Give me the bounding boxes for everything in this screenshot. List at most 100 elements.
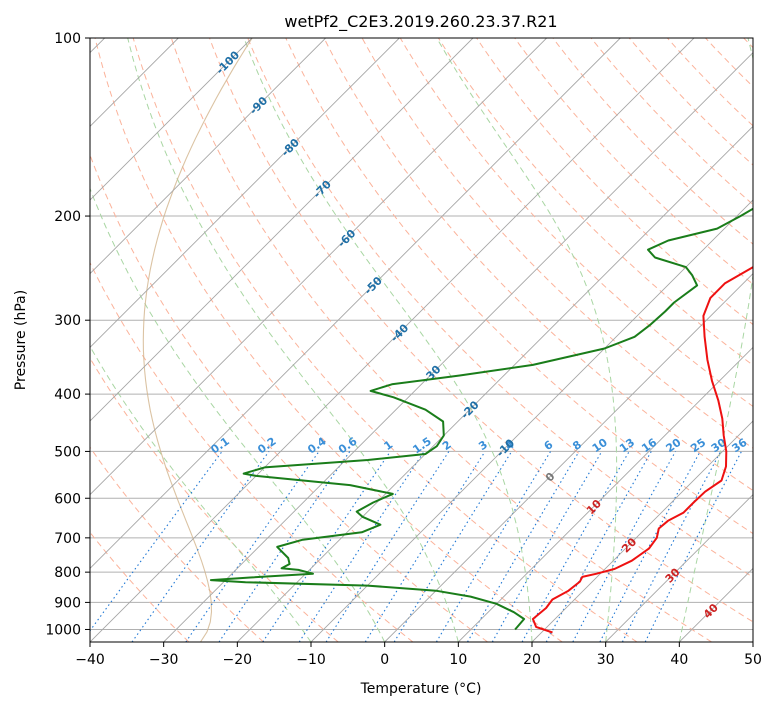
isotherm-label: 40 <box>701 601 721 621</box>
mixing-ratio-line <box>298 451 425 642</box>
x-tick-label: 10 <box>449 652 467 668</box>
isotherm-line <box>90 38 253 201</box>
x-tick-label: 0 <box>380 652 389 668</box>
isotherm-line <box>90 38 326 275</box>
mixing-ratio-label: 3 <box>476 438 490 453</box>
isotherm-line <box>679 567 753 642</box>
dry-adiabats <box>90 38 753 642</box>
mixing-ratio-label: 0.1 <box>208 435 231 457</box>
reference-curve <box>142 38 253 642</box>
dry-adiabat-line <box>90 357 339 642</box>
isotherm-line <box>90 38 400 348</box>
profile-lines <box>209 207 753 634</box>
mixing-ratio-label: 0.6 <box>336 434 360 456</box>
moist-adiabat-line <box>436 38 618 642</box>
dry-adiabat-line <box>90 261 414 642</box>
mixing-ratio-label: 36 <box>729 436 749 456</box>
x-tick-label: −20 <box>223 652 253 668</box>
dry-adiabat-line <box>209 38 753 623</box>
y-tick-label: 800 <box>54 565 81 581</box>
dry-adiabat-line <box>170 38 712 642</box>
dry-adiabat-line <box>90 446 264 642</box>
moist-adiabats <box>90 38 753 642</box>
x-tick-label: 20 <box>523 652 541 668</box>
isotherm-label: 0 <box>543 470 558 485</box>
grid-lines <box>90 38 753 630</box>
isotherm-label: -40 <box>388 321 411 344</box>
y-tick-label: 500 <box>54 444 81 460</box>
isotherm-line <box>237 125 753 642</box>
y-tick-label: 400 <box>54 387 81 403</box>
mixing-ratio-line <box>435 451 552 642</box>
isotherm-line <box>605 494 753 642</box>
mixing-ratio-line <box>185 451 320 642</box>
x-tick-label: −10 <box>296 652 326 668</box>
mixing-ratio-line <box>262 451 391 642</box>
x-tick-label: 40 <box>670 652 688 668</box>
line-labels: 0.1 0.2 0.4 0.6 1 1.5 2 3 4 6 8 10 13 16 20 25 30 36-100-… <box>208 48 749 621</box>
dry-adiabat-line <box>552 38 753 245</box>
plot-frame <box>89 37 754 643</box>
isotherm-label: -50 <box>362 274 385 297</box>
moist-adiabat-line <box>90 187 386 642</box>
moist-adiabat-line <box>243 38 533 642</box>
dry-adiabat-line <box>667 38 753 127</box>
y-tick-label: 900 <box>54 595 81 611</box>
dry-adiabat-line <box>590 38 753 206</box>
temperature-profile-line <box>531 265 753 634</box>
isotherm-label: -80 <box>279 136 302 159</box>
mixing-ratio-line <box>393 451 513 642</box>
isotherm-label: -10 <box>494 436 517 459</box>
dry-adiabat-line <box>132 38 638 642</box>
mixing-ratio-line <box>131 451 270 642</box>
x-axis-title: Temperature (°C) <box>360 681 482 697</box>
y-axis-title: Pressure (hPa) <box>13 290 29 390</box>
mixing-ratio-label: 8 <box>570 438 584 453</box>
isotherms <box>90 38 753 642</box>
dry-adiabat-line <box>399 38 753 408</box>
axes: −40 −30 −20 −10 0 10 20 30 40 5010020030040050060… <box>45 31 762 668</box>
dry-adiabat-line <box>476 38 753 326</box>
plot-area: 0.1 0.2 0.4 0.6 1 1.5 2 3 4 6 8 10 13 16 20 25 30 36-100-… <box>90 38 753 642</box>
mixing-ratio-label: 1 <box>382 438 396 453</box>
dry-adiabat-line <box>247 38 753 578</box>
isotherm-label: -90 <box>247 94 270 117</box>
x-tick-label: −40 <box>75 652 105 668</box>
isotherm-line <box>384 273 753 642</box>
isotherm-label: -60 <box>335 227 358 250</box>
isotherm-line <box>163 52 753 642</box>
chart-title: wetPf2_C2E3.2019.260.23.37.R21 <box>284 12 557 32</box>
mixing-ratio-label: 10 <box>590 436 610 456</box>
moist-adiabat-line <box>678 38 753 642</box>
dry-adiabat-line <box>90 153 488 642</box>
isotherm-line <box>90 38 547 496</box>
mixing-ratio-line <box>521 451 630 642</box>
reference-curves <box>142 38 253 642</box>
mixing-ratio-line <box>467 451 580 642</box>
isotherm-line <box>90 38 695 642</box>
mixing-ratio-lines <box>90 451 742 642</box>
mixing-ratio-line <box>545 451 652 642</box>
mixing-ratio-label: 0.2 <box>255 435 278 457</box>
dry-adiabat-line <box>285 38 753 535</box>
x-tick-label: 30 <box>597 652 615 668</box>
y-tick-label: 100 <box>54 31 81 47</box>
moist-adiabat-line <box>90 345 312 642</box>
mixing-ratio-label: 6 <box>542 438 556 453</box>
dry-adiabat-line <box>628 38 753 166</box>
mixing-ratio-label: 25 <box>688 436 708 455</box>
mixing-ratio-line <box>644 451 742 642</box>
y-tick-label: 600 <box>54 491 81 507</box>
dry-adiabat-line <box>94 38 563 642</box>
isotherm-line <box>458 346 753 642</box>
isotherm-line <box>90 38 621 569</box>
isotherm-label: -100 <box>214 48 243 77</box>
dry-adiabat-line <box>705 38 753 88</box>
mixing-ratio-label: 2 <box>440 438 454 453</box>
dewpoint-profile-line <box>209 207 753 631</box>
isotherm-line <box>531 420 753 642</box>
y-tick-label: 1000 <box>45 622 81 638</box>
y-tick-label: 700 <box>54 531 81 547</box>
dry-adiabat-line <box>514 38 753 285</box>
